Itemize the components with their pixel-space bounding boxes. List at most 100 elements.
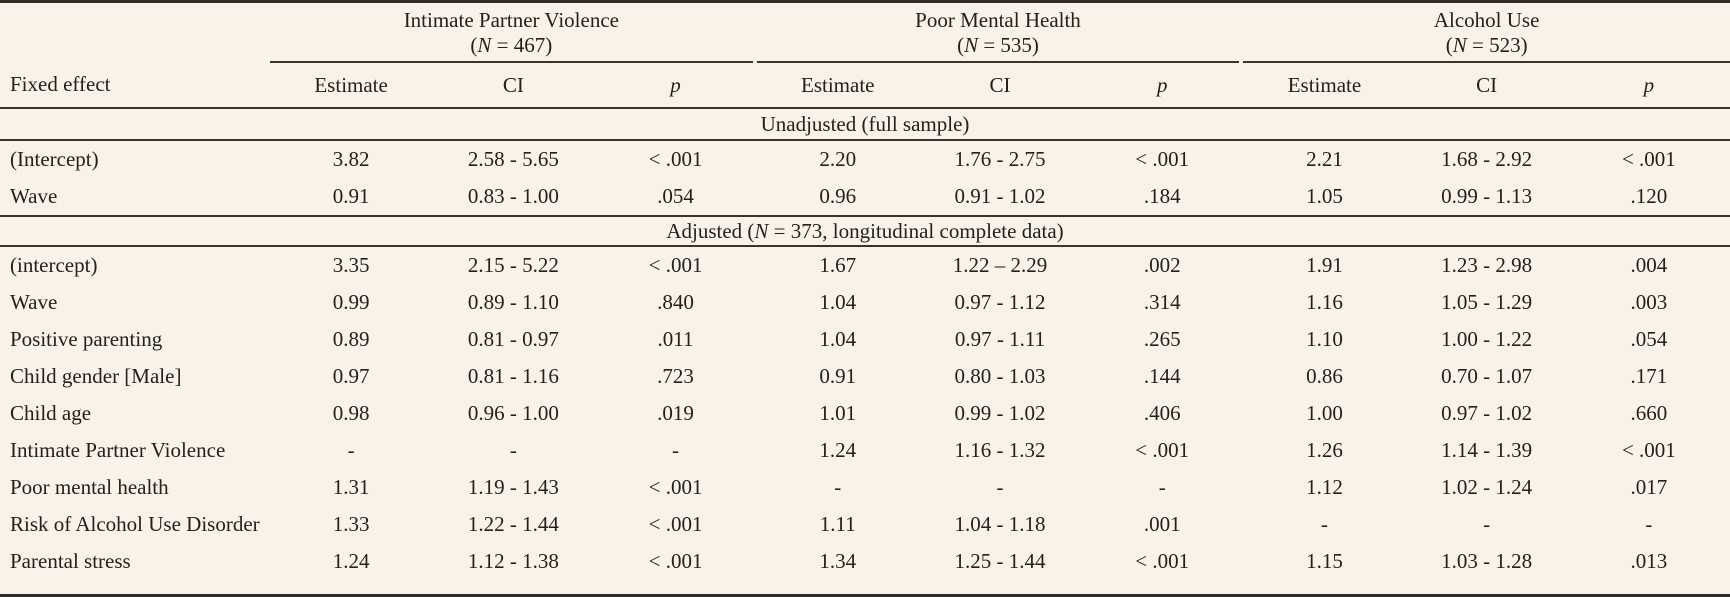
cell-value: 0.99 - 1.13: [1441, 184, 1533, 208]
cell-value: < .001: [1621, 438, 1676, 462]
table-row: Parental stress 1.24 1.12 - 1.38 < .001 1.34…: [0, 543, 1730, 580]
cell-value: 1.24: [819, 438, 857, 462]
cell-value: .054: [1630, 327, 1668, 351]
cell-value: 0.81 - 1.16: [467, 364, 559, 388]
table-top-rule: [0, 0, 1730, 3]
cell-value: 0.80 - 1.03: [954, 364, 1046, 388]
cell-value: < .001: [648, 253, 703, 277]
cell-value: 0.83 - 1.00: [467, 184, 559, 208]
column-header-row: Fixed effect Estimate CI p Estimate CI p…: [0, 63, 1730, 109]
cell-value: -: [1483, 512, 1491, 536]
cell-value: 1.04 - 1.18: [954, 512, 1046, 536]
cell-value: .660: [1630, 401, 1668, 425]
cell-value: < .001: [648, 549, 703, 573]
cell-value: .840: [657, 290, 694, 314]
cell-value: 1.16 - 1.32: [954, 438, 1046, 462]
cell-value: 0.98: [332, 401, 370, 425]
cell-value: 1.01: [819, 401, 857, 425]
cell-value: 0.91: [819, 364, 857, 388]
cell-value: 1.23 - 2.98: [1441, 253, 1533, 277]
table-row: Positive parenting 0.89 0.81 - 0.97 .011 1.0…: [0, 321, 1730, 358]
cell-value: 3.82: [332, 147, 370, 171]
cell-value: 1.33: [332, 512, 370, 536]
cell-value: 0.96: [819, 184, 857, 208]
cell-value: 0.96 - 1.00: [467, 401, 559, 425]
group-n: (N = 523): [1445, 33, 1528, 58]
cell-value: 0.97: [332, 364, 370, 388]
n-symbol: N: [754, 218, 769, 243]
cell-value: .001: [1143, 512, 1181, 536]
ci-header: CI: [1476, 72, 1498, 97]
cell-value: .002: [1143, 253, 1181, 277]
cell-value: < .001: [1135, 438, 1190, 462]
cell-value: 1.26: [1306, 438, 1343, 462]
n-symbol: N: [477, 33, 492, 58]
cell-value: 0.99: [332, 290, 370, 314]
cell-value: .004: [1630, 253, 1668, 277]
cell-value: 1.24: [332, 549, 370, 573]
cell-value: -: [834, 475, 842, 499]
cell-value: .054: [657, 184, 694, 208]
cell-value: .314: [1143, 290, 1181, 314]
cell-value: 0.91 - 1.02: [954, 184, 1046, 208]
cell-value: 1.15: [1306, 549, 1343, 573]
row-label: Positive parenting: [10, 326, 163, 351]
row-label: Intimate Partner Violence: [10, 437, 226, 462]
cell-value: 1.91: [1306, 253, 1343, 277]
cell-value: 1.11: [819, 512, 856, 536]
cell-value: .011: [657, 327, 694, 351]
fixed-effect-header: Fixed effect: [10, 72, 111, 97]
row-label: Poor mental health: [10, 474, 169, 499]
cell-value: -: [1320, 512, 1328, 536]
cell-value: 0.97 - 1.12: [954, 290, 1046, 314]
table-row: Risk of Alcohol Use Disorder 1.33 1.22 - 1…: [0, 506, 1730, 543]
cell-value: 2.21: [1306, 147, 1343, 171]
cell-value: 1.68 - 2.92: [1441, 147, 1533, 171]
cell-value: 1.12 - 1.38: [467, 549, 559, 573]
group-header-poor-mental-health: Poor Mental Health (N = 535): [756, 3, 1244, 63]
estimate-header: Estimate: [801, 72, 875, 97]
cell-value: 1.12: [1306, 475, 1343, 499]
cell-value: 1.22 – 2.29: [952, 253, 1048, 277]
cell-value: 2.15 - 5.22: [467, 253, 559, 277]
adjusted-rows: (intercept) 3.35 2.15 - 5.22 < .001 1.67 1.22…: [0, 247, 1730, 580]
cell-value: 1.05: [1306, 184, 1343, 208]
cell-value: .144: [1143, 364, 1181, 388]
cell-value: -: [672, 438, 680, 462]
cell-value: 1.16: [1306, 290, 1343, 314]
p-header: p: [670, 72, 681, 97]
cell-value: -: [996, 475, 1004, 499]
row-label: Wave: [10, 183, 58, 208]
cell-value: 1.22 - 1.44: [467, 512, 559, 536]
cell-value: 1.76 - 2.75: [954, 147, 1046, 171]
cell-value: 2.20: [819, 147, 857, 171]
cell-value: 0.70 - 1.07: [1441, 364, 1533, 388]
cell-value: .019: [657, 401, 694, 425]
cell-value: -: [509, 438, 517, 462]
stub-cell: [0, 3, 270, 63]
cell-value: -: [1645, 512, 1653, 536]
cell-value: 0.97 - 1.02: [1441, 401, 1533, 425]
cell-value: 1.04: [819, 327, 857, 351]
column-group-header-row: Intimate Partner Violence (N = 467) Poor…: [0, 3, 1730, 63]
unadjusted-rows: (Intercept) 3.82 2.58 - 5.65 < .001 2.20 1.76…: [0, 141, 1730, 215]
ci-header: CI: [989, 72, 1011, 97]
cell-value: < .001: [648, 512, 703, 536]
p-header: p: [1156, 72, 1168, 97]
group-title: Alcohol Use: [1433, 8, 1540, 33]
row-label: (intercept): [10, 252, 98, 277]
cell-value: .120: [1630, 184, 1668, 208]
cell-value: 1.05 - 1.29: [1441, 290, 1533, 314]
cell-value: 1.10: [1306, 327, 1343, 351]
ci-header: CI: [502, 72, 524, 97]
cell-value: 1.02 - 1.24: [1441, 475, 1533, 499]
cell-value: < .001: [648, 147, 703, 171]
section-title: Unadjusted (full sample): [760, 111, 970, 136]
cell-value: -: [1158, 475, 1166, 499]
cell-value: < .001: [1135, 147, 1190, 171]
cell-value: < .001: [1621, 147, 1676, 171]
section-header-unadjusted: Unadjusted (full sample): [0, 109, 1730, 141]
cell-value: 0.99 - 1.02: [954, 401, 1046, 425]
row-label: (Intercept): [10, 146, 99, 171]
